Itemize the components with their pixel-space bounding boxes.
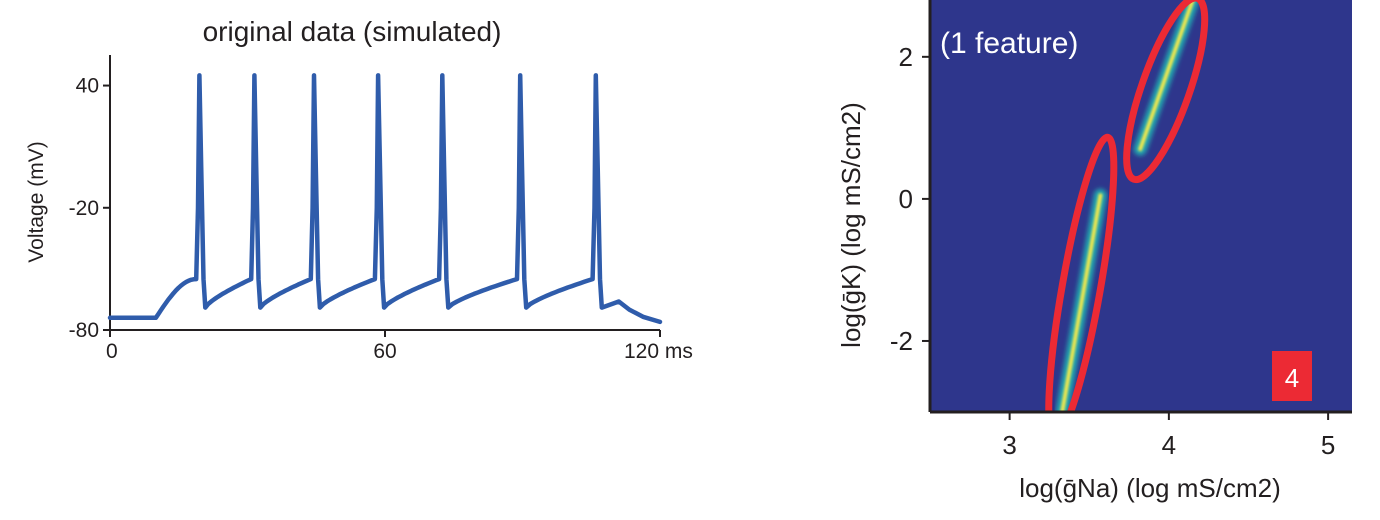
heatmap-x-tick-label: 4 <box>1162 430 1176 460</box>
parameter-heatmap: 2 0 -2 3 4 5 (1 feature) 4 log(ḡNa) (log mS… <box>836 0 1352 503</box>
y-tick-label: -20 <box>69 197 99 220</box>
x-tick-label: 60 <box>373 340 396 363</box>
confidence-ellipse <box>1123 0 1209 184</box>
y-axis-label: Voltage (mV) <box>25 141 48 262</box>
heatmap-x-axis-label: log(ḡNa) (log mS/cm2) <box>1019 473 1281 503</box>
chart-title: original data (simulated) <box>203 16 502 47</box>
voltage-trace <box>107 73 663 325</box>
confidence-ellipse <box>1045 133 1118 412</box>
heatmap-y-tick-label: 2 <box>899 42 913 72</box>
heatmap-annotation: (1 feature) <box>940 27 1078 60</box>
heatmap-x-tick-label: 3 <box>1002 430 1016 460</box>
y-tick-label: 40 <box>76 75 99 98</box>
x-tick-label: 0 <box>106 340 118 363</box>
heatmap-background <box>930 0 1352 412</box>
heatmap-x-tick-label: 5 <box>1321 430 1335 460</box>
y-tick-label: -80 <box>69 319 99 342</box>
panel-badge <box>1272 351 1312 401</box>
ridge-core <box>1138 0 1195 152</box>
x-tick-label: 120 ms <box>624 340 693 363</box>
heatmap-y-axis-label: log(ḡK) (log mS/cm2) <box>836 102 866 348</box>
panel-badge-label: 4 <box>1285 363 1299 393</box>
voltage-chart: original data (simulated) 40 -20 -80 0 60 12… <box>25 16 693 363</box>
heatmap-y-tick-label: 0 <box>899 184 913 214</box>
ridge-core <box>1060 193 1103 412</box>
heatmap-y-tick-label: -2 <box>890 326 913 356</box>
